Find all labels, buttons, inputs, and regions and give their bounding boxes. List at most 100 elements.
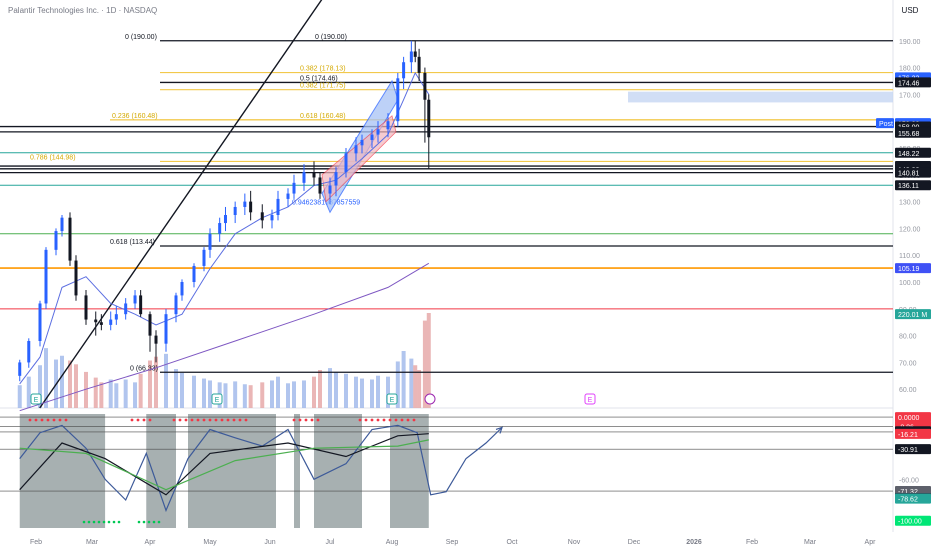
candle-body	[192, 265, 196, 283]
earnings-event-marker[interactable]: E	[30, 393, 42, 405]
candle-body	[148, 314, 152, 336]
volume-bar	[223, 383, 228, 408]
candle-body	[249, 201, 253, 213]
earnings-event-marker[interactable]: E	[584, 393, 596, 405]
price-axis[interactable]: 190.00180.00170.00160.00150.00140.00130.…	[876, 39, 931, 526]
candle-body	[370, 134, 374, 140]
price-badge: 148.22	[895, 147, 931, 158]
price-badge-label: Post	[879, 121, 893, 128]
horizontal-levels: 0 (190.00) 0.382 (178.13) 0.5 (174.46)0.38…	[0, 34, 893, 373]
event-marker-box	[386, 393, 398, 405]
time-tick-label: Oct	[507, 539, 518, 546]
volume-bar	[354, 376, 358, 408]
signal-dot	[102, 520, 106, 524]
volume-bar	[192, 375, 196, 408]
event-marker-box	[30, 393, 42, 405]
volume-bar	[93, 377, 98, 408]
volume-bar	[138, 373, 143, 408]
price-tick-label: 180.00	[899, 66, 921, 73]
candle-body	[270, 215, 274, 221]
time-axis[interactable]: Feb Mar Apr May Jun Jul Aug Sep Oct Nov Dec 2026 Feb…	[30, 539, 876, 546]
candle-body	[409, 51, 413, 63]
price-tick-label: 70.00	[899, 360, 917, 367]
volume-bar	[242, 384, 247, 408]
signal-dot	[388, 418, 392, 422]
level-label: 0 (190.00)	[315, 34, 347, 41]
volume-bar	[123, 379, 128, 408]
trendline[interactable]	[39, 0, 893, 409]
price-badge: 136.11	[895, 180, 931, 191]
oscillator-badge-label: -78.62	[898, 497, 918, 504]
signal-dot	[142, 418, 146, 422]
candle-body	[164, 314, 168, 344]
time-tick-label: Feb	[746, 539, 758, 546]
candle-body	[233, 206, 237, 215]
price-badge-box	[895, 309, 931, 320]
signal-dot	[232, 418, 236, 422]
volume-bar	[334, 371, 338, 408]
signal-dot	[46, 418, 50, 422]
candle-body	[396, 78, 400, 122]
price-badge: 105.19	[895, 263, 931, 274]
event-marker-label: E	[215, 397, 220, 404]
oscillator-badge-box	[895, 515, 931, 526]
signal-dot	[412, 418, 416, 422]
volume-bar	[276, 376, 280, 408]
candle-body	[413, 51, 417, 57]
time-tick-label: Aug	[386, 539, 399, 546]
volume-bar	[202, 378, 206, 408]
signal-dot	[214, 418, 218, 422]
volume-bar	[401, 351, 406, 408]
event-marker-label: E	[390, 397, 395, 404]
volume-bar	[292, 381, 296, 408]
price-badge: 220.01 M	[895, 309, 931, 320]
signal-dot	[157, 520, 161, 524]
oscillator-badge-label: -30.91	[898, 447, 918, 454]
candle-body	[139, 295, 143, 315]
earnings-event-marker[interactable]: E	[211, 393, 223, 405]
price-tick-label: 170.00	[899, 92, 921, 99]
earnings-event-marker[interactable]: E	[386, 393, 398, 405]
signal-dot	[406, 418, 410, 422]
level-label: 0.618 (113.44)	[110, 239, 155, 246]
volume-bar	[208, 380, 212, 408]
candle-body	[84, 295, 88, 320]
candle-body	[318, 177, 322, 194]
candle-body	[292, 182, 296, 194]
time-tick-label: 2026	[686, 539, 702, 546]
time-tick-label: Feb	[30, 539, 42, 546]
price-badge-box	[895, 167, 931, 178]
volume-bar	[174, 369, 178, 408]
price-badge: 174.46	[895, 77, 931, 88]
chart-title: Palantir Technologies Inc. · 1D · NASDAQ	[8, 6, 158, 15]
volume-bar	[44, 348, 48, 408]
volume-bar	[328, 368, 332, 408]
candle-body	[68, 217, 72, 261]
trendline-segment	[39, 0, 323, 409]
candle-body	[18, 362, 22, 376]
price-tick-label: 100.00	[899, 280, 921, 287]
signal-dot	[172, 418, 176, 422]
candle-body	[260, 212, 264, 221]
price-badge-box	[895, 180, 931, 191]
signal-dot	[292, 418, 296, 422]
signal-dot	[382, 418, 386, 422]
time-tick-label: Jun	[264, 539, 275, 546]
oscillator-badge: -100.00	[895, 515, 931, 526]
candle-body	[218, 223, 222, 234]
volume-bar	[270, 380, 274, 408]
currency-selector[interactable]: USD	[901, 6, 919, 15]
time-tick-label: May	[203, 539, 217, 546]
ma-line-slow	[19, 262, 430, 412]
signal-dot	[147, 520, 151, 524]
candle-body	[99, 322, 103, 325]
candle-body	[154, 335, 158, 344]
candle-body	[180, 282, 184, 296]
signal-dot	[40, 418, 44, 422]
volume-bar	[395, 361, 400, 408]
signal-dot	[130, 418, 134, 422]
candle-body	[312, 172, 316, 178]
signal-dot	[376, 418, 380, 422]
